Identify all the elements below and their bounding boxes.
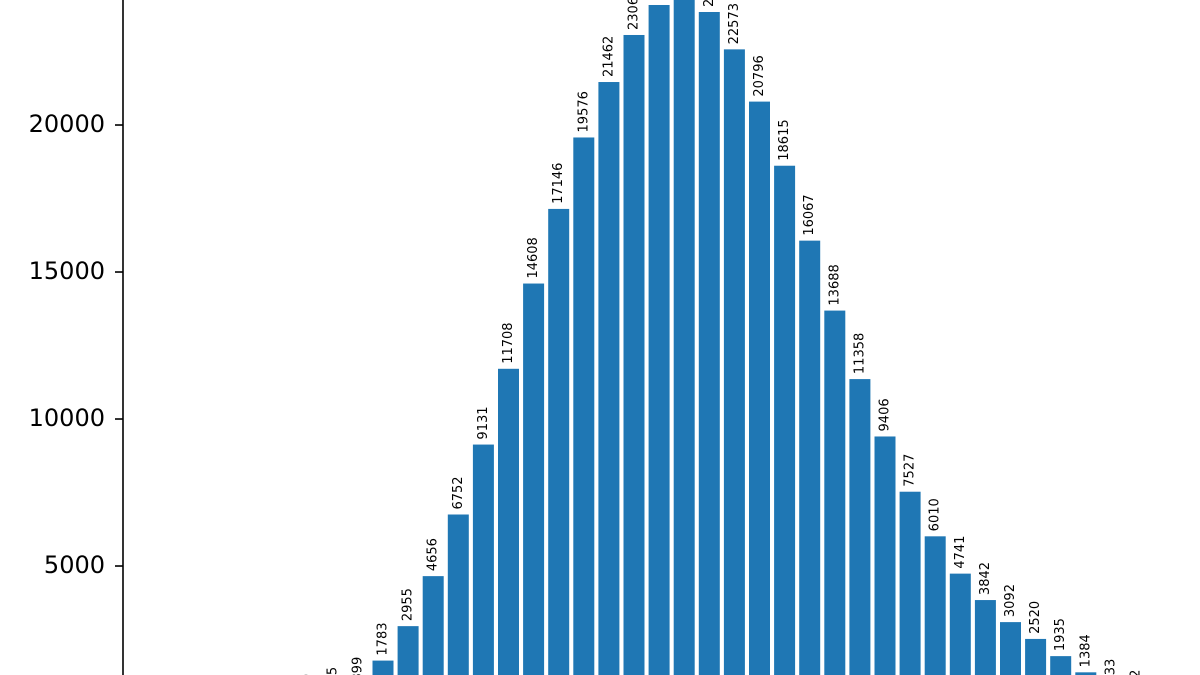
bar [974, 600, 996, 675]
value-label: 3092 [1003, 584, 1018, 617]
y-tick-label: 10000 [29, 404, 105, 432]
value-label: 9406 [878, 398, 893, 431]
bar [397, 626, 419, 675]
value-label: 2955 [401, 588, 416, 621]
y-tick-label: 5000 [44, 551, 105, 579]
bar [949, 573, 971, 675]
bar [749, 101, 770, 675]
bar [899, 491, 921, 675]
value-label: 6010 [928, 498, 943, 531]
bar [924, 536, 946, 675]
bar [498, 368, 519, 675]
value-label: 17146 [551, 163, 566, 204]
y-tick-label: 20000 [29, 110, 105, 138]
value-label: 16067 [802, 194, 817, 235]
value-label: 13688 [827, 264, 842, 305]
value-label: 23844 [702, 0, 717, 7]
bar [648, 4, 670, 675]
bar [698, 11, 720, 675]
bar [1025, 638, 1047, 675]
y-tick-label: 15000 [29, 257, 105, 285]
bar [673, 0, 695, 675]
value-label: 555 [325, 667, 340, 675]
bar [1075, 672, 1097, 675]
bar [523, 283, 545, 675]
bar [623, 34, 645, 675]
value-label: 7527 [903, 454, 918, 487]
value-label: 1384 [1078, 634, 1093, 667]
bar [774, 165, 796, 675]
bar [573, 137, 595, 675]
value-label: 899 [350, 657, 365, 675]
value-label: 11708 [501, 322, 516, 363]
bar [723, 49, 745, 675]
value-label: 20796 [752, 55, 767, 96]
value-label: 1783 [376, 623, 391, 656]
value-label: 319 [300, 674, 315, 675]
value-label: 6752 [451, 476, 466, 509]
value-label: 19576 [576, 91, 591, 132]
value-label: 462 [1129, 670, 1144, 675]
bar [372, 660, 394, 675]
bar [1000, 622, 1021, 675]
bar [824, 310, 846, 675]
value-label: 22573 [727, 3, 742, 44]
value-label: 2520 [1028, 601, 1043, 634]
bar [548, 208, 570, 675]
bar [874, 436, 896, 675]
value-label: 23062 [627, 0, 642, 30]
value-label: 9131 [476, 406, 491, 439]
value-label: 11358 [852, 333, 867, 374]
value-label: 833 [1103, 659, 1118, 675]
bar [1050, 656, 1072, 675]
value-label: 14608 [526, 237, 541, 278]
bar [799, 240, 821, 675]
value-label: 3842 [978, 562, 993, 595]
value-label: 1935 [1053, 618, 1068, 651]
bar [422, 576, 444, 675]
value-label: 21462 [601, 36, 616, 77]
value-label: 4741 [953, 536, 968, 569]
bar [598, 82, 620, 675]
bar [472, 444, 494, 675]
bar [849, 379, 871, 675]
value-label: 18615 [777, 119, 792, 160]
bar [447, 514, 469, 675]
value-label: 4656 [426, 538, 441, 571]
